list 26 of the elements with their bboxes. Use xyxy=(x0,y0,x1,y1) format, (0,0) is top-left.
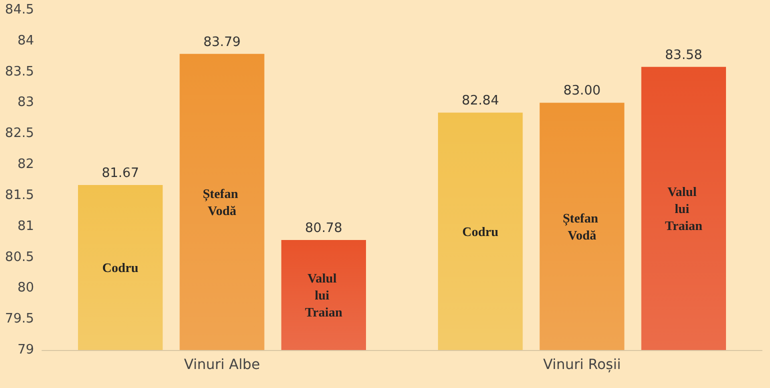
y-tick-label: 80 xyxy=(17,280,34,296)
series-label: Valul lui Traian xyxy=(304,270,344,320)
y-tick-label: 83.5 xyxy=(5,64,34,80)
y-tick-label: 84.5 xyxy=(5,2,34,18)
text: 81.67 xyxy=(102,166,139,181)
y-tick-label: 83 xyxy=(17,95,34,110)
text: 82.84 xyxy=(462,94,499,109)
text: Valul lui Traian xyxy=(664,184,702,233)
y-tick-label: 79 xyxy=(17,342,34,358)
x-tick-label: Vinuri Roșii xyxy=(543,357,621,373)
text: Codru xyxy=(462,224,498,239)
y-tick-label: 81.5 xyxy=(5,188,34,203)
y-tick-label: 82.5 xyxy=(5,126,34,142)
y-tick-label: 82 xyxy=(17,157,34,172)
text: 80.78 xyxy=(305,220,342,236)
text: Ștefan Vodă xyxy=(202,186,238,218)
text: 83.00 xyxy=(563,84,601,99)
y-tick-label: 84 xyxy=(17,33,34,48)
text: 83.79 xyxy=(203,34,241,50)
series-label: Codru xyxy=(102,260,138,275)
series-label: Ștefan Vodă xyxy=(562,210,602,242)
y-tick-label: 79.5 xyxy=(5,312,34,327)
y-tick-label: 81 xyxy=(17,218,34,234)
text: 83.58 xyxy=(665,48,702,63)
y-tick-label: 80.5 xyxy=(5,250,34,265)
x-tick-label: Vinuri Albe xyxy=(184,357,260,373)
